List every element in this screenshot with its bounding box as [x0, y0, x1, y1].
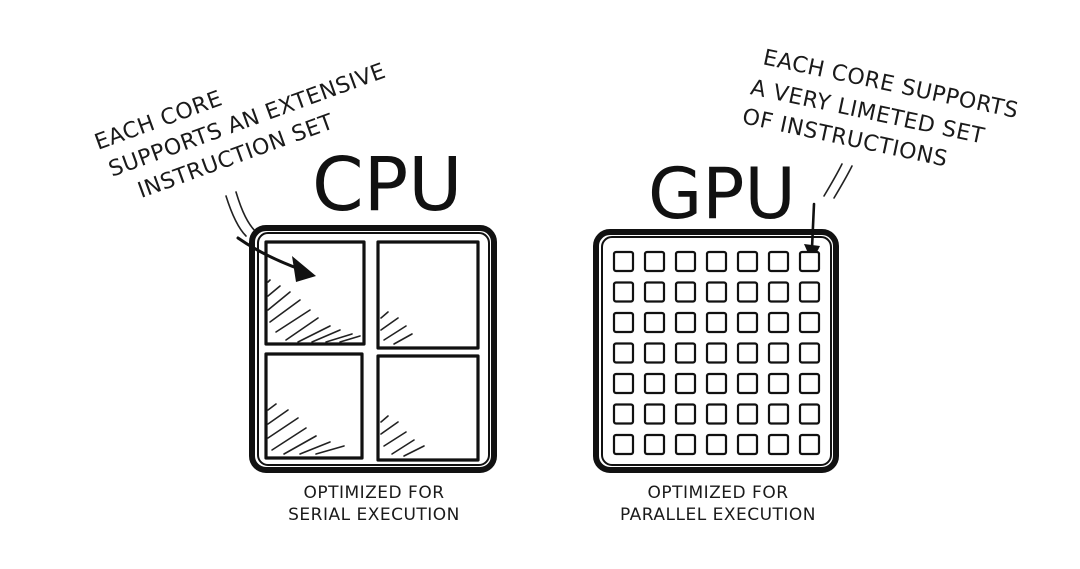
gpu-caption-line-2: PARALLEL EXECUTION [620, 505, 816, 525]
gpu-core [736, 403, 759, 425]
gpu-core [674, 250, 697, 273]
gpu-core [705, 250, 728, 273]
gpu-core [674, 433, 697, 456]
gpu-core [612, 403, 635, 425]
gpu-title: GPU [648, 153, 796, 235]
cpu-caption-line-2: SERIAL EXECUTION [288, 505, 460, 525]
gpu-core [736, 372, 759, 395]
gpu-core [674, 372, 697, 395]
cpu-chip [249, 225, 497, 473]
gpu-core [612, 281, 635, 303]
gpu-core [798, 311, 821, 334]
cpu-title: CPU [312, 142, 462, 228]
gpu-core [705, 372, 728, 395]
gpu-core [612, 372, 635, 395]
gpu-core [767, 250, 790, 273]
gpu-core [612, 311, 635, 334]
gpu-core-grid [612, 250, 821, 456]
gpu-core [612, 250, 635, 273]
gpu-core [705, 342, 728, 364]
gpu-core [674, 281, 697, 303]
gpu-core [643, 281, 666, 303]
gpu-core [736, 281, 759, 303]
gpu-core [736, 342, 759, 364]
gpu-core [705, 403, 728, 425]
gpu-core [767, 403, 790, 425]
cpu-core [376, 354, 480, 462]
gpu-core [674, 403, 697, 425]
gpu-core [612, 342, 635, 364]
cpu-core-hatching [267, 279, 361, 343]
gpu-core [736, 250, 759, 273]
cpu-core-hatching [380, 311, 413, 345]
cpu-arrow [225, 191, 316, 282]
gpu-core [798, 281, 821, 303]
gpu-core [643, 403, 666, 425]
cpu-core-hatching [267, 403, 345, 455]
gpu-core [674, 342, 697, 364]
gpu-core [643, 342, 666, 364]
gpu-core [798, 250, 821, 273]
gpu-caption-line-1: OPTIMIZED FOR [647, 483, 788, 503]
cpu-core [376, 240, 480, 350]
gpu-core [705, 281, 728, 303]
gpu-core [767, 372, 790, 395]
gpu-core [798, 433, 821, 456]
gpu-core [643, 372, 666, 395]
gpu-core [612, 433, 635, 456]
gpu-core [705, 433, 728, 456]
cpu-core [264, 352, 364, 460]
gpu-arrow [804, 163, 853, 262]
gpu-core [736, 433, 759, 456]
gpu-core [705, 311, 728, 334]
gpu-core [674, 311, 697, 334]
gpu-core [798, 372, 821, 395]
cpu-caption-line-1: OPTIMIZED FOR [303, 483, 444, 503]
gpu-core [798, 403, 821, 425]
cpu-core [264, 240, 366, 346]
gpu-core [767, 433, 790, 456]
gpu-core [736, 311, 759, 334]
gpu-core [643, 250, 666, 273]
cpu-core-hatching [380, 415, 425, 457]
gpu-core [767, 342, 790, 364]
gpu-core [643, 311, 666, 334]
gpu-core [767, 311, 790, 334]
gpu-core [798, 342, 821, 364]
gpu-chip [593, 229, 839, 473]
gpu-core [643, 433, 666, 456]
gpu-core [767, 281, 790, 303]
